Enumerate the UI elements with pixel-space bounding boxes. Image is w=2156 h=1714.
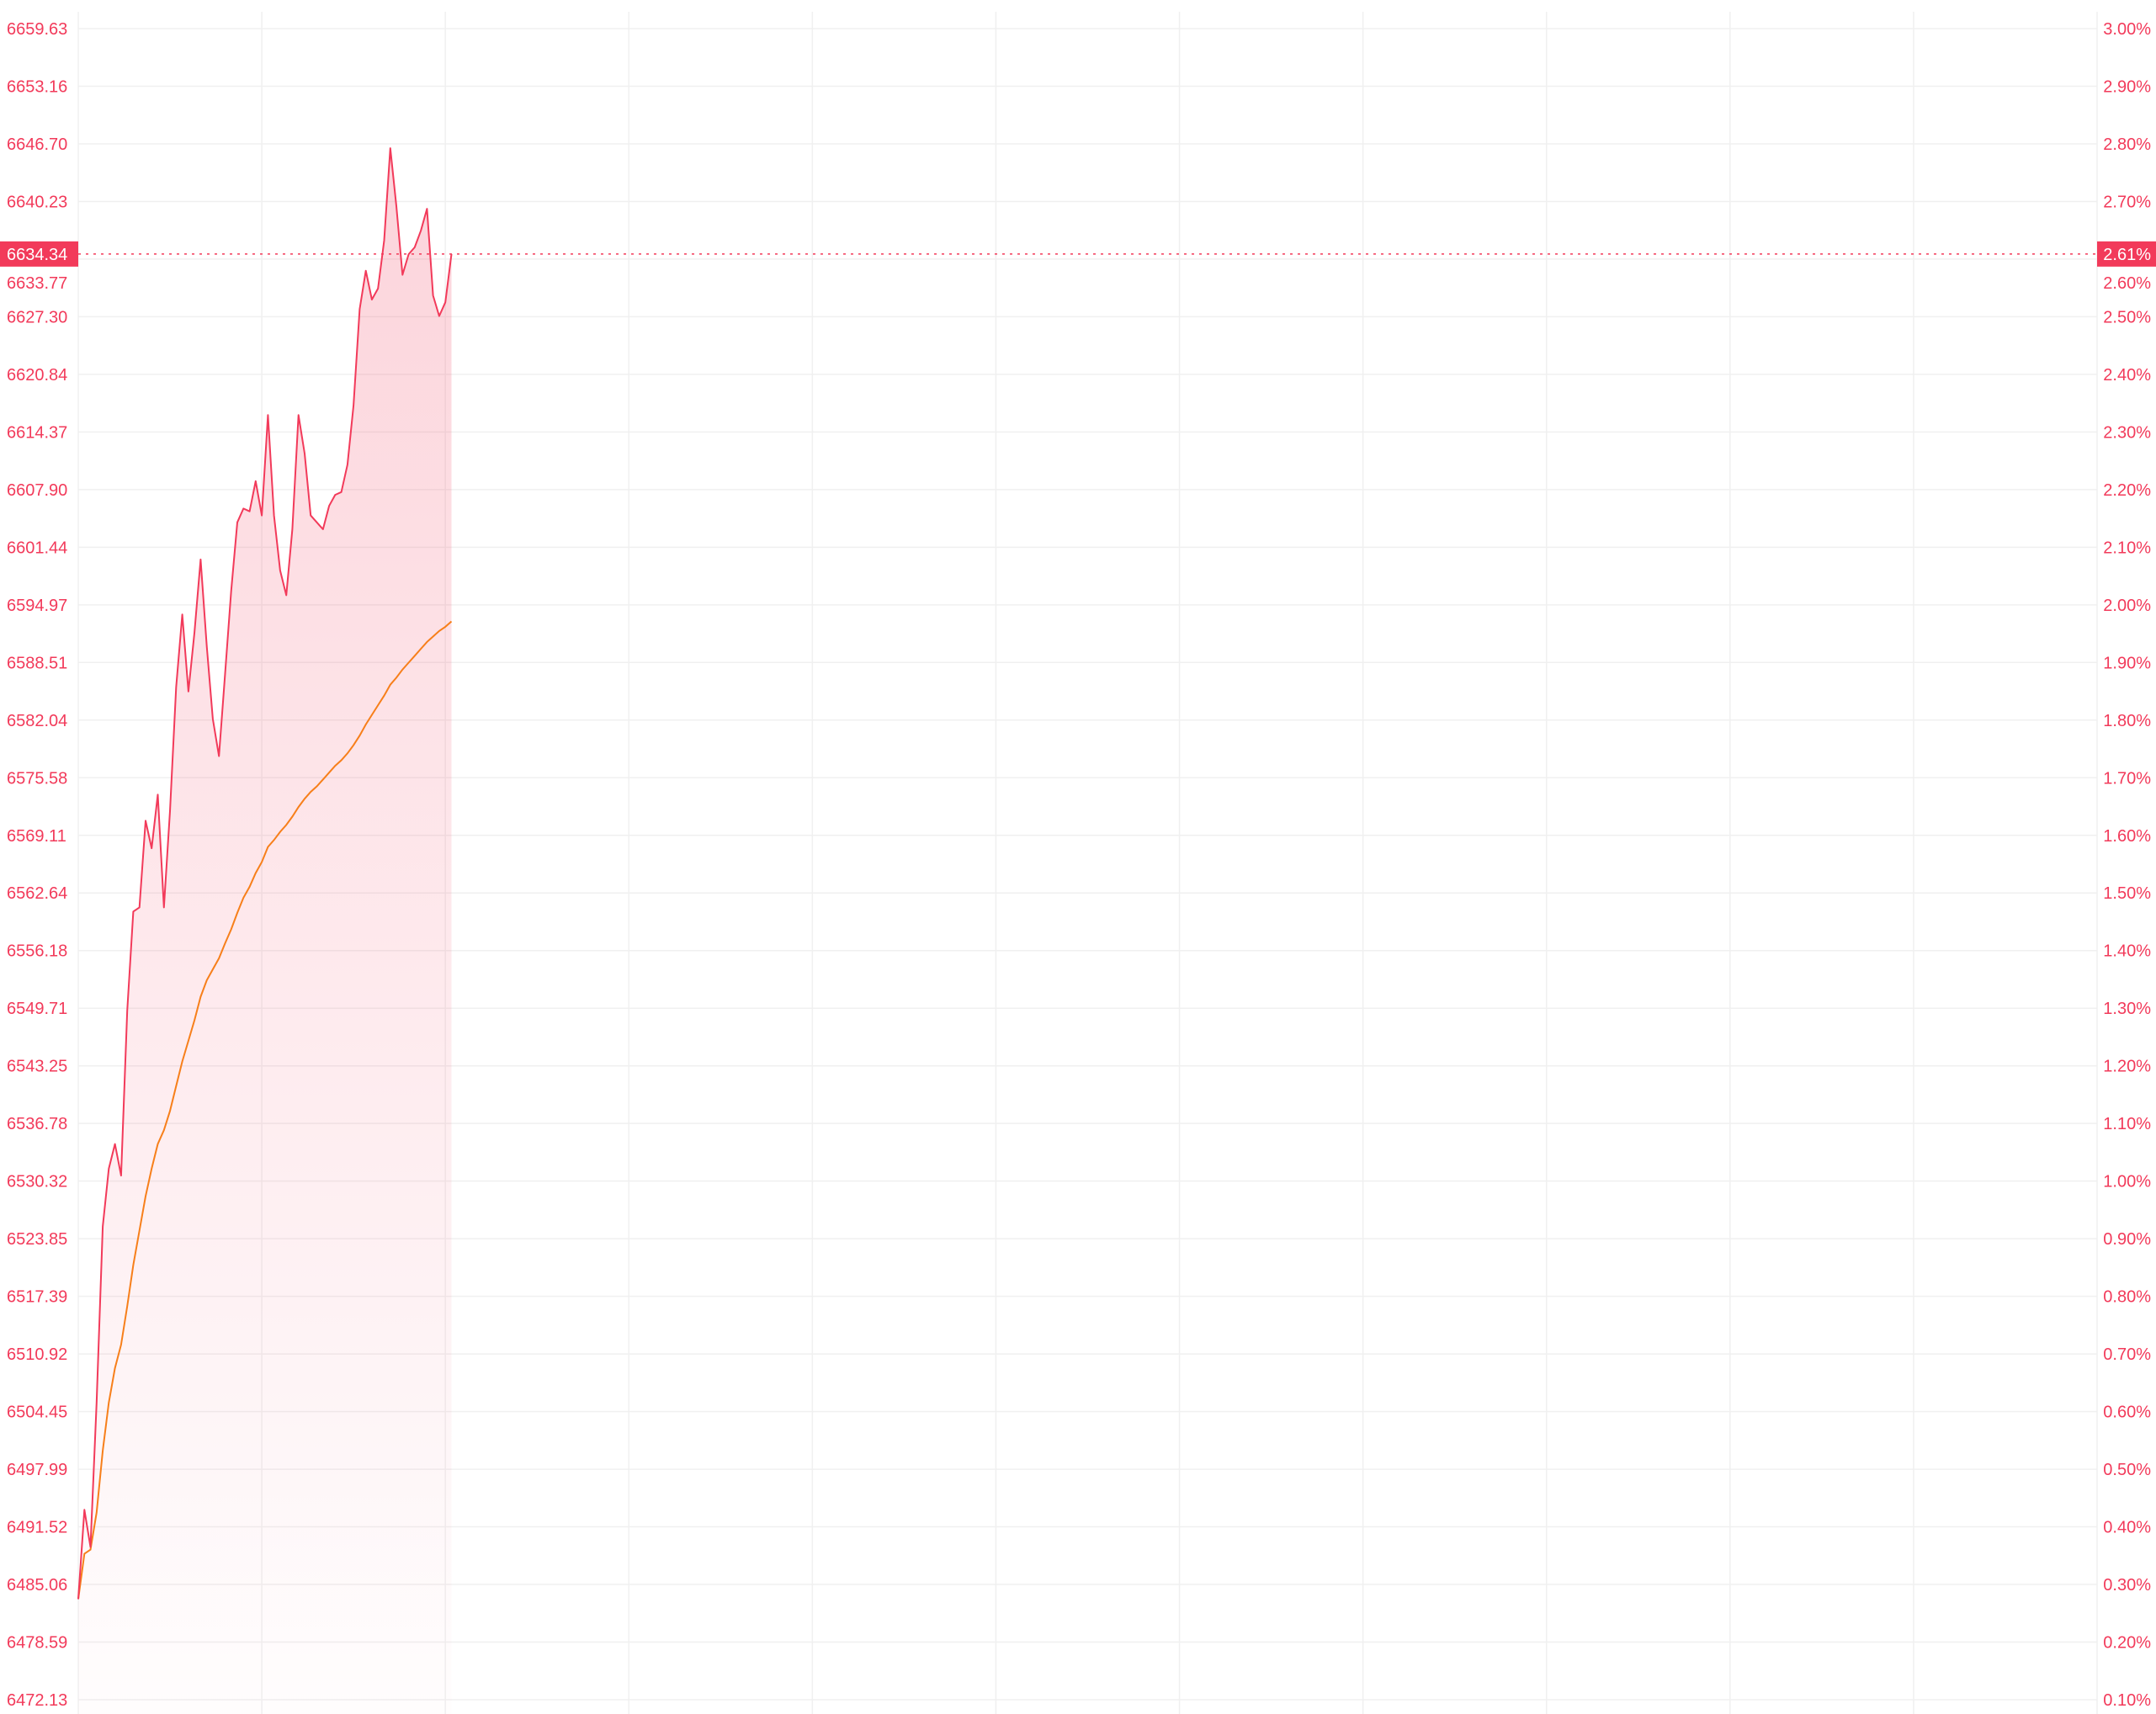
series-lines (77, 147, 453, 1600)
y2-tick-label: 1.80% (2103, 712, 2151, 730)
y-tick-label: 6607.90 (7, 481, 67, 500)
y2-tick-label: 1.10% (2103, 1115, 2151, 1133)
y2-tick-label: 2.10% (2103, 539, 2151, 557)
y2-tick-label: 2.20% (2103, 481, 2151, 500)
y-tick-label: 6569.11 (7, 827, 66, 846)
y-tick-label: 6646.70 (7, 135, 67, 154)
y2-tick-label: 1.60% (2103, 827, 2151, 846)
y-tick-label: 6497.99 (7, 1461, 67, 1479)
current-price-label: 6634.34 (7, 246, 67, 264)
y-tick-label: 6478.59 (7, 1634, 67, 1653)
right-percent-axis: 3.00% 2.90% 2.80% 2.70% 2.60% 2.50% 2.40% 2.30%… (2103, 20, 2151, 1710)
y2-tick-label: 2.70% (2103, 193, 2151, 211)
y2-tick-label: 2.60% (2103, 274, 2151, 293)
y2-tick-label: 1.90% (2103, 654, 2151, 672)
y-tick-label: 6510.92 (7, 1345, 67, 1364)
y2-tick-label: 2.90% (2103, 77, 2151, 96)
y-tick-label: 6530.32 (7, 1173, 67, 1191)
current-price-marker: 6634.34 2.61% (0, 241, 2156, 267)
y2-tick-label: 0.40% (2103, 1519, 2151, 1537)
y2-tick-label: 1.20% (2103, 1058, 2151, 1076)
y2-tick-label: 0.50% (2103, 1461, 2151, 1479)
y-tick-label: 6588.51 (7, 654, 67, 672)
y-tick-label: 6517.39 (7, 1288, 67, 1307)
y2-tick-label: 0.30% (2103, 1576, 2151, 1595)
y-tick-label: 6556.18 (7, 942, 67, 961)
y-tick-label: 6614.37 (7, 423, 67, 442)
y2-tick-label: 0.20% (2103, 1634, 2151, 1653)
current-change-badge (2097, 241, 2156, 267)
y-tick-label: 6472.13 (7, 1691, 67, 1710)
y2-tick-label: 2.40% (2103, 366, 2151, 385)
y-tick-label: 6549.71 (7, 1000, 67, 1018)
y-tick-label: 6582.04 (7, 712, 67, 730)
average-price-line (77, 620, 453, 1600)
y2-tick-label: 2.30% (2103, 423, 2151, 442)
y-tick-label: 6575.58 (7, 769, 67, 788)
y2-tick-label: 0.80% (2103, 1288, 2151, 1307)
y2-tick-label: 0.60% (2103, 1404, 2151, 1422)
y-tick-label: 6504.45 (7, 1404, 67, 1422)
y-tick-label: 6659.63 (7, 20, 67, 39)
y2-tick-label: 2.80% (2103, 135, 2151, 154)
y-tick-label: 6594.97 (7, 597, 67, 615)
y-tick-label: 6562.64 (7, 884, 67, 903)
y2-tick-label: 2.50% (2103, 308, 2151, 326)
y-tick-label: 6601.44 (7, 539, 67, 557)
y2-tick-label: 2.00% (2103, 597, 2151, 615)
price-line (77, 147, 453, 1600)
y-tick-label: 6633.77 (7, 274, 67, 293)
price-area-layer (78, 148, 452, 1714)
y2-tick-label: 1.70% (2103, 769, 2151, 788)
y-tick-label: 6536.78 (7, 1115, 67, 1133)
y-tick-label: 6485.06 (7, 1576, 67, 1595)
current-price-badge (0, 241, 78, 267)
y-tick-label: 6640.23 (7, 193, 67, 211)
y2-tick-label: 3.00% (2103, 20, 2151, 39)
y2-tick-label: 0.70% (2103, 1345, 2151, 1364)
y-tick-label: 6491.52 (7, 1519, 67, 1537)
current-change-label: 2.61% (2103, 246, 2151, 264)
y-tick-label: 6627.30 (7, 308, 67, 326)
y2-tick-label: 0.10% (2103, 1691, 2151, 1710)
price-area-fill (78, 148, 452, 1714)
y2-tick-label: 1.00% (2103, 1173, 2151, 1191)
y2-tick-label: 1.30% (2103, 1000, 2151, 1018)
y-tick-label: 6620.84 (7, 366, 67, 385)
y-tick-label: 6653.16 (7, 77, 67, 96)
y2-tick-label: 1.40% (2103, 942, 2151, 961)
y-tick-label: 6543.25 (7, 1058, 67, 1076)
y-tick-label: 6523.85 (7, 1230, 67, 1249)
y2-tick-label: 1.50% (2103, 884, 2151, 903)
left-price-axis: 6659.63 6653.16 6646.70 6640.23 6633.77 6627.… (7, 20, 67, 1710)
y2-tick-label: 0.90% (2103, 1230, 2151, 1249)
